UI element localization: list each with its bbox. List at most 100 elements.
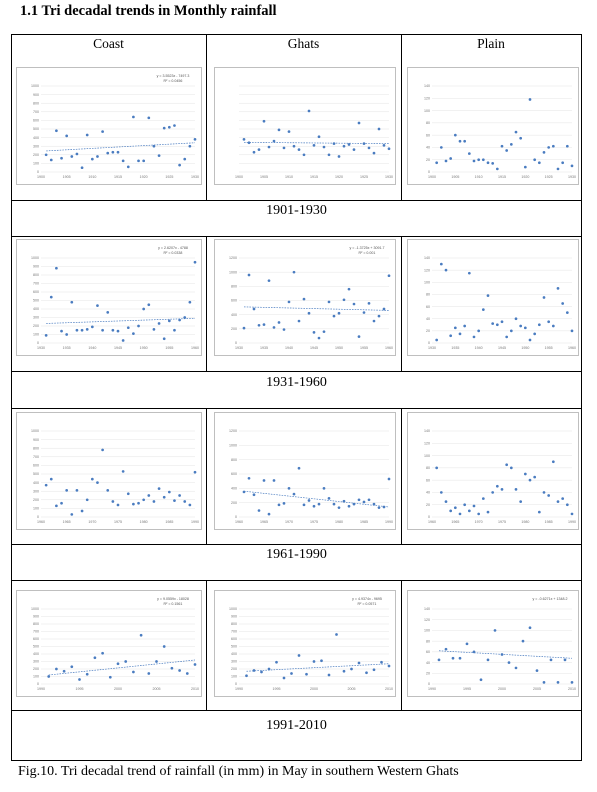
data-point [101,651,104,655]
data-point [509,466,513,470]
data-point [108,675,112,679]
data-point [162,126,166,130]
data-point [267,667,271,671]
data-point [116,503,120,507]
x-tick-label: 1920 [521,175,529,179]
y-tick-label: 20 [426,503,430,507]
data-point [486,510,490,514]
x-tick-label: 1955 [545,346,553,350]
data-point [463,503,467,507]
data-point [514,666,518,670]
data-point [449,334,453,338]
y-tick-label: 0 [37,341,39,345]
y-tick-label: 1000 [229,444,237,448]
data-point [387,664,391,668]
y-tick-label: 0 [428,515,430,519]
data-point [337,155,341,158]
data-point [467,152,471,155]
y-tick-label: 300 [231,660,237,664]
x-tick-label: 1930 [191,175,199,179]
data-point [147,494,151,497]
y-tick-label: 800 [231,622,237,626]
data-point [307,109,311,113]
data-point [96,304,99,307]
data-point [327,153,331,157]
y-tick-label: 600 [33,290,39,294]
x-tick-label: 1960 [235,520,243,524]
data-point [70,300,74,304]
y-tick-label: 100 [33,507,39,511]
y-tick-label: 100 [424,109,430,113]
data-point [55,266,58,270]
data-point [65,333,69,336]
x-tick-label: 1925 [545,175,553,179]
data-point [267,279,271,283]
data-point [439,491,443,494]
y-tick-label: 400 [33,481,39,485]
table-rule [11,580,582,581]
data-point [188,144,192,148]
data-point [458,512,462,516]
data-point [514,317,518,321]
data-point [472,504,476,508]
data-point [173,499,176,503]
data-point [70,155,74,158]
y-tick-label: 500 [33,299,39,303]
data-point [327,497,331,500]
chart-plain-1901-1930: 0 20 40 60 80 100 120 140 1900 1905 1910 1915 1920 19… [407,67,579,185]
data-point [49,477,53,481]
data-point [444,159,448,163]
data-point [162,495,166,499]
data-point [570,512,574,516]
data-point [78,678,81,681]
r-squared: R² = 0.0338 [164,251,183,255]
y-tick-label: 120 [424,268,430,272]
scatter-plot: 1900 1905 1910 1915 1920 1925 1930 [235,85,393,179]
data-point [535,669,539,672]
y-tick-label: 800 [33,101,39,105]
data-point [537,510,541,514]
y-tick-label: 700 [231,630,237,634]
chart-coast-1991-2010: 0 100 200 300 400 500 600 700 800 900 1000 1990 1995… [16,590,202,697]
data-point [382,307,386,311]
data-point [322,145,326,149]
data-point [132,502,135,506]
scatter-plot: 0 200 400 600 800 1000 1200 1930 1935 1940 1945 195… [229,246,393,350]
x-tick-label: 1960 [568,346,576,350]
data-point [188,300,192,304]
data-point [242,137,246,141]
y-tick-label: 0 [37,682,39,686]
data-point [297,319,301,323]
data-point [387,274,391,278]
data-point [121,339,125,342]
trend-equation: y = 2.6207x - 4788 [158,246,188,250]
data-point [312,331,316,334]
r-squared: R² = 0.0456 [164,79,183,83]
data-point [352,148,356,151]
data-point [80,166,84,170]
data-point [178,318,181,322]
y-tick-label: 1000 [31,429,39,433]
data-point [367,301,371,305]
x-tick-label: 1930 [37,346,45,350]
y-tick-label: 0 [37,170,39,174]
data-point [565,503,569,507]
trend-equation: y = 3.5523x - 7497.3 [157,74,190,78]
period-label: 1901-1930 [266,203,327,218]
data-point [439,262,443,266]
data-point [523,472,527,476]
data-point [332,314,336,318]
data-point [561,302,565,305]
y-tick-label: 500 [33,472,39,476]
data-point [491,491,495,494]
data-point [367,498,371,502]
y-tick-label: 60 [426,305,430,309]
x-tick-label: 1930 [385,175,393,179]
data-point [357,335,361,338]
data-point [257,509,261,512]
x-tick-label: 1925 [165,175,173,179]
scatter-plot: 0 20 40 60 80 100 120 140 1960 1965 1970 1975 1980 19… [424,429,576,524]
data-point [500,320,504,324]
data-point [257,148,261,151]
data-point [367,146,371,150]
